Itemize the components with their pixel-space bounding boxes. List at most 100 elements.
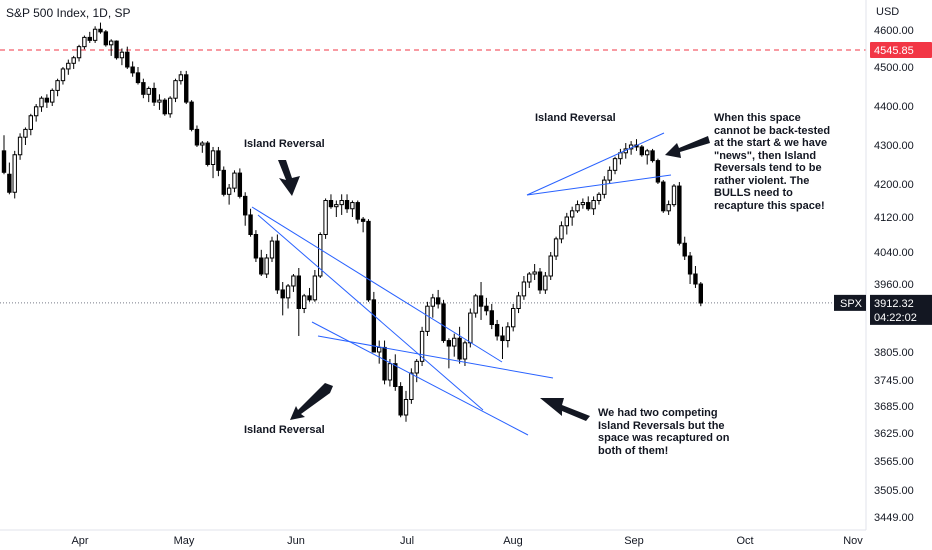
- candle-body: [87, 36, 92, 41]
- candle-body: [109, 40, 114, 46]
- candle-body: [687, 255, 693, 275]
- candle-body: [280, 289, 285, 299]
- candle-body: [82, 36, 87, 48]
- y-tick-label: 3565.00: [874, 456, 914, 468]
- y-tick-label: 3625.00: [874, 428, 914, 440]
- candle-body: [371, 299, 377, 353]
- y-tick-label: 3805.00: [874, 347, 914, 359]
- reference-level-tag: [870, 42, 932, 59]
- annotation-arrow-icon: [290, 383, 333, 420]
- price-tags: 4545.85 SPX 3912.32 04:22:02: [834, 42, 932, 325]
- x-tick-label: Jun: [287, 535, 305, 547]
- candle-body: [339, 200, 344, 206]
- candle-body: [50, 89, 55, 103]
- candle-body: [275, 240, 280, 291]
- candle-body: [559, 225, 564, 240]
- candle-body: [178, 74, 184, 82]
- candle-body: [226, 187, 232, 195]
- candle-body: [146, 87, 151, 95]
- candle-body: [666, 204, 671, 212]
- y-tick-label: 4200.00: [874, 179, 914, 191]
- candle-body: [430, 297, 436, 307]
- x-tick-label: May: [174, 535, 195, 547]
- candle-body: [232, 172, 237, 189]
- candle-body: [243, 195, 248, 216]
- annotation-island-reversal-july: Island Reversal: [244, 424, 325, 436]
- price-axis-bg: [866, 0, 932, 550]
- trendline: [526, 174, 672, 196]
- candle-body: [301, 295, 307, 309]
- candle-body: [478, 295, 484, 307]
- countdown-value: 04:22:02: [874, 312, 917, 324]
- y-tick-label: 4040.00: [874, 247, 914, 259]
- candle-body: [323, 200, 328, 235]
- candle-body: [135, 72, 141, 84]
- candle-body: [419, 330, 425, 362]
- candle-body: [548, 255, 553, 277]
- candle-body: [377, 346, 382, 353]
- y-tick-label: 4120.00: [874, 212, 914, 224]
- candle-body: [521, 281, 527, 297]
- candle-body: [602, 179, 607, 195]
- candle-body: [17, 136, 23, 156]
- candle-body: [76, 46, 82, 59]
- candle-body: [205, 142, 210, 166]
- candle-body: [216, 150, 221, 171]
- candle-body: [167, 97, 173, 115]
- time-axis[interactable]: Apr May Jun Jul Aug Sep Oct Nov: [0, 529, 866, 547]
- candle-body: [586, 202, 591, 210]
- annotation-island-reversal-june: Island Reversal: [244, 138, 325, 150]
- x-tick-label: Apr: [71, 535, 88, 547]
- candle-body: [291, 275, 296, 287]
- candle-body: [200, 142, 205, 146]
- y-tick-label: 4300.00: [874, 140, 914, 152]
- candle-body: [259, 257, 264, 275]
- candle-body: [173, 80, 178, 99]
- candle-body: [210, 150, 216, 166]
- candle-body: [39, 97, 44, 108]
- y-tick-label: 4400.00: [874, 101, 914, 113]
- candle-body: [189, 101, 194, 130]
- annotation-note-violent: When this space cannot be back-tested at…: [714, 112, 831, 212]
- candle-body: [693, 273, 698, 285]
- candle-body: [55, 80, 60, 91]
- candle-body: [12, 154, 17, 193]
- trendline: [257, 214, 484, 411]
- candle-body: [596, 193, 602, 201]
- candle-body: [698, 283, 703, 304]
- candle-body: [682, 242, 687, 257]
- candle-body: [446, 340, 452, 347]
- candle-body: [269, 240, 275, 259]
- candle-body: [312, 275, 318, 301]
- candle-body: [334, 204, 339, 208]
- trendline: [526, 132, 665, 196]
- candle-body: [511, 307, 516, 328]
- candle-body: [500, 335, 505, 342]
- candle-body: [612, 158, 618, 171]
- candle-body: [162, 99, 168, 115]
- y-tick-label: 3685.00: [874, 401, 914, 413]
- candle-body: [516, 295, 521, 309]
- last-price-value: 3912.32: [874, 298, 914, 310]
- candle-body: [264, 257, 269, 275]
- candle-body: [28, 115, 34, 130]
- price-axis[interactable]: USD 4600.00 4500.00 4400.00 4300.00 4200.00 41…: [865, 0, 932, 550]
- x-tick-label: Aug: [503, 535, 523, 547]
- candle-body: [114, 40, 119, 59]
- chart-title: S&P 500 Index, 1D, SP: [6, 6, 131, 20]
- candle-body: [60, 68, 66, 82]
- candle-body: [580, 202, 586, 206]
- candle-body: [355, 202, 360, 220]
- trendline: [317, 335, 554, 379]
- candle-body: [543, 275, 548, 291]
- candle-body: [98, 28, 103, 33]
- symbol-tag: [834, 294, 866, 311]
- candle-body: [639, 146, 645, 156]
- candle-body: [505, 326, 511, 342]
- candle-body: [489, 310, 494, 326]
- candle-body: [66, 62, 71, 70]
- y-tick-label: 3449.00: [874, 512, 914, 524]
- candle-body: [307, 295, 312, 301]
- candle-body: [125, 51, 130, 68]
- candle-body: [387, 363, 393, 381]
